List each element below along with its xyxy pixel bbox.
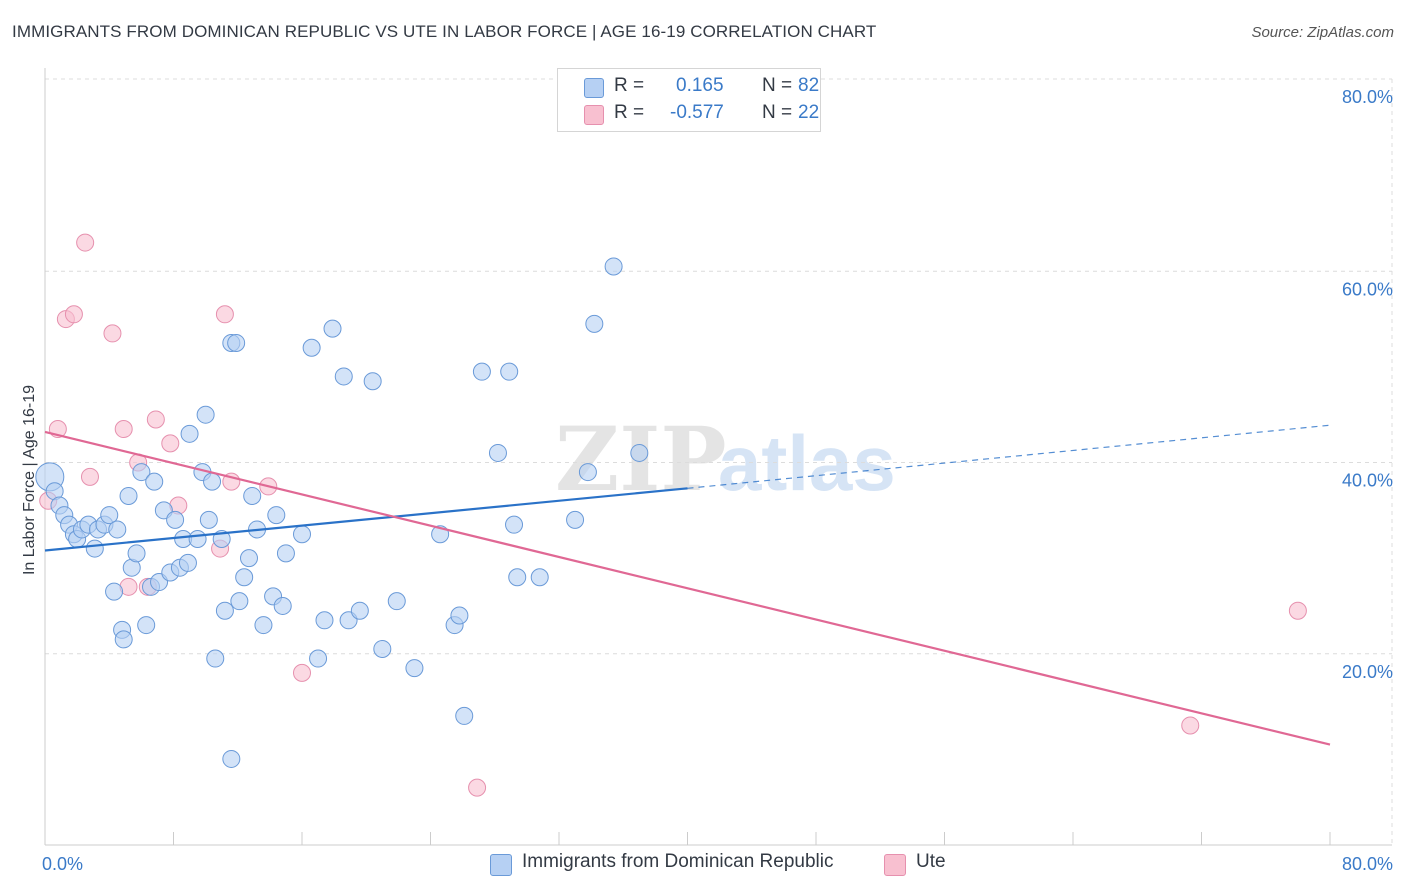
y-axis-label-container: In Labor Force | Age 16-19 xyxy=(18,360,42,600)
n-value: 82 xyxy=(798,75,820,96)
dominican-point xyxy=(450,606,469,625)
dominican-point xyxy=(180,424,199,443)
dominican-point xyxy=(235,568,254,587)
dominican-point xyxy=(196,405,215,424)
dominican-point xyxy=(488,443,507,462)
dominican-point xyxy=(604,257,623,276)
dominican-point xyxy=(334,367,353,386)
dominican-point xyxy=(309,649,328,668)
ute-point xyxy=(161,434,180,453)
dominican-point xyxy=(132,463,151,482)
pink-swatch-icon xyxy=(884,854,906,876)
dominican-point xyxy=(363,372,382,391)
n-label: N = xyxy=(762,75,793,96)
ute-point xyxy=(76,233,95,252)
dominican-point xyxy=(108,520,127,539)
dominican-point xyxy=(243,486,262,505)
dominican-point xyxy=(267,506,286,525)
y-tick-label: 20.0% xyxy=(1342,662,1393,682)
dominican-point xyxy=(222,749,241,768)
correlation-legend: R = 0.165 N = 82 R = -0.577 N = 22 xyxy=(557,68,821,132)
dominican-point xyxy=(630,443,649,462)
dominican-point xyxy=(500,362,519,381)
ute-point xyxy=(1181,716,1200,735)
dominican-point xyxy=(145,472,164,491)
chart-title: IMMIGRANTS FROM DOMINICAN REPUBLIC VS UT… xyxy=(12,22,877,41)
dominican-point xyxy=(85,539,104,558)
y-tick-label: 80.0% xyxy=(1342,87,1393,107)
dominican-point xyxy=(585,314,604,333)
r-label: R = xyxy=(614,75,645,96)
r-label: R = xyxy=(614,102,645,123)
dominican-point xyxy=(166,510,185,529)
dominican-point xyxy=(114,630,133,649)
legend-item-label: Immigrants from Dominican Republic xyxy=(522,851,834,872)
n-value: 22 xyxy=(798,102,820,123)
dominican-point xyxy=(239,549,258,568)
dominican-point xyxy=(455,706,474,725)
pink-swatch-icon xyxy=(584,105,604,125)
dominican-point xyxy=(227,333,246,352)
ute-point xyxy=(114,420,133,439)
r-value: 0.165 xyxy=(676,75,724,96)
x-tick-label: 0.0% xyxy=(42,854,83,874)
dominican-point xyxy=(578,463,597,482)
dominican-point xyxy=(230,592,249,611)
dominican-point xyxy=(119,486,138,505)
ute-point xyxy=(293,663,311,682)
dominican-point xyxy=(472,362,491,381)
dominican-point xyxy=(178,553,197,572)
dominican-point xyxy=(137,616,156,635)
dominican-point xyxy=(203,472,222,491)
dominican-trend-line xyxy=(44,487,688,552)
dominican-trend-extension xyxy=(687,424,1331,489)
dominican-point xyxy=(188,530,207,548)
dominican-point xyxy=(566,510,585,529)
dominican-point xyxy=(215,601,234,620)
dominican-point xyxy=(293,525,311,544)
dominican-point xyxy=(315,611,334,630)
dominican-point xyxy=(508,568,527,587)
x-tick-label: 80.0% xyxy=(1342,854,1393,874)
blue-swatch-icon xyxy=(584,78,604,98)
y-tick-label: 60.0% xyxy=(1342,279,1393,299)
ute-point xyxy=(103,324,122,343)
dominican-point xyxy=(254,616,273,635)
y-tick-label: 40.0% xyxy=(1342,471,1393,491)
dominican-point xyxy=(530,568,549,587)
dominican-point xyxy=(273,596,292,615)
ute-point xyxy=(80,467,99,486)
ute-trend-line xyxy=(44,430,1331,746)
r-value: -0.577 xyxy=(670,102,724,123)
ute-point xyxy=(146,410,165,429)
dominican-point xyxy=(350,601,369,620)
dominican-point xyxy=(127,544,146,563)
ute-point xyxy=(64,305,83,324)
dominican-point xyxy=(323,319,342,338)
dominican-point xyxy=(105,582,124,601)
dominican-point xyxy=(387,592,406,611)
chart-source: Source: ZipAtlas.com xyxy=(1251,24,1394,41)
blue-swatch-icon xyxy=(490,854,512,876)
dominican-point xyxy=(100,506,119,525)
dominican-point xyxy=(373,639,392,658)
ute-point xyxy=(215,305,234,324)
dominican-point xyxy=(405,659,424,678)
y-axis-label: In Labor Force | Age 16-19 xyxy=(21,384,38,576)
dominican-point xyxy=(302,338,321,357)
n-label: N = xyxy=(762,102,793,123)
legend-item-label: Ute xyxy=(916,851,946,872)
dominican-point xyxy=(276,544,295,563)
dominican-point xyxy=(505,515,524,534)
ute-point xyxy=(1288,601,1307,620)
dominican-point xyxy=(199,510,218,529)
dominican-point xyxy=(206,649,225,668)
ute-point xyxy=(468,778,487,797)
